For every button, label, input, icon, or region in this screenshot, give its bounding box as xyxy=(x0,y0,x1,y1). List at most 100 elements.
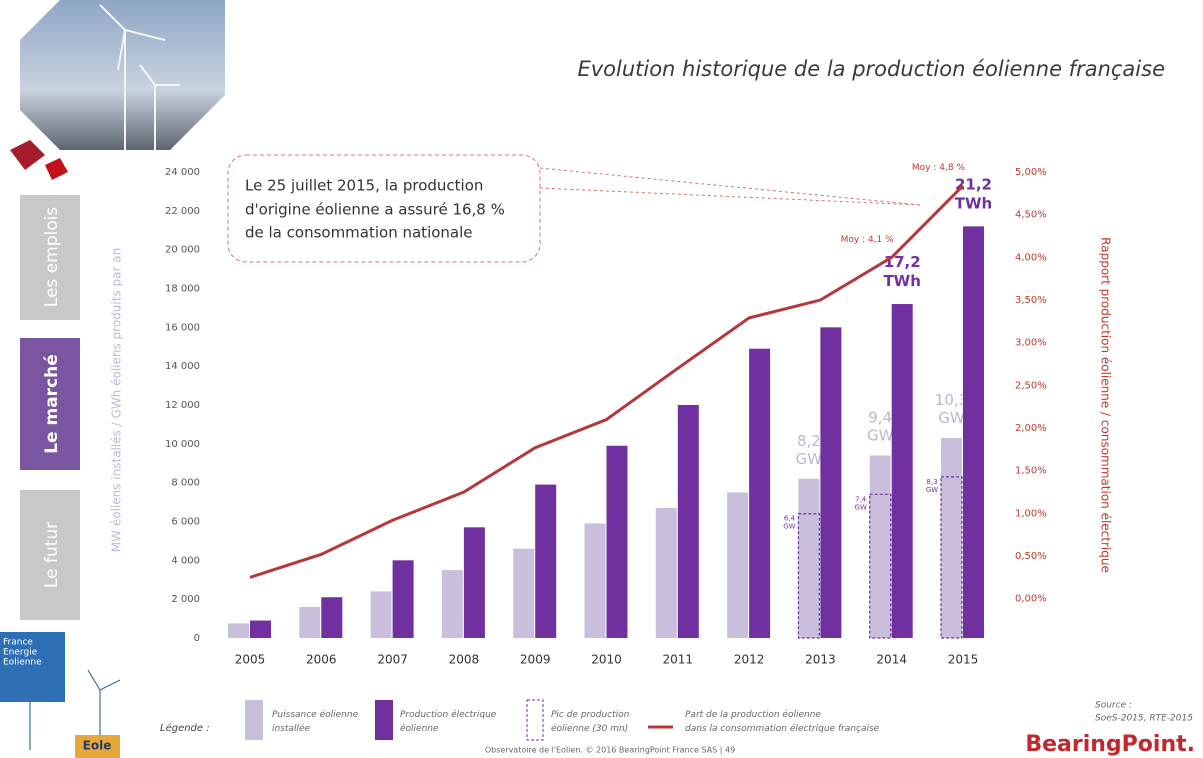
x-tick-label: 2009 xyxy=(520,653,551,667)
y-tick-label: 8 000 xyxy=(171,478,200,489)
annotation-pointer xyxy=(539,187,921,206)
bar xyxy=(535,484,557,638)
legend-label: Production électrique éolienne xyxy=(400,709,497,734)
x-tick-label: 2012 xyxy=(734,653,765,667)
y2-tick-label: 1,00% xyxy=(1015,508,1047,519)
legend-label: Pic de production éolienne (30 mn) xyxy=(551,710,630,734)
x-tick-label: 2013 xyxy=(805,653,836,667)
tab-label[interactable]: Le marché xyxy=(42,354,62,454)
deco xyxy=(45,158,68,180)
bar xyxy=(228,623,249,638)
bar xyxy=(677,405,699,638)
x-tick-label: 2011 xyxy=(663,653,694,667)
value-label: 9,4 GW xyxy=(867,408,894,444)
x-tick-label: 2014 xyxy=(876,653,907,667)
bar xyxy=(441,570,463,638)
bar xyxy=(749,348,771,638)
logo-text: France xyxy=(3,638,33,648)
tab-label[interactable]: Les emplois xyxy=(42,207,62,308)
bar xyxy=(891,304,913,638)
legend: Puissance éolienne installée Production él… xyxy=(245,699,880,741)
bar xyxy=(299,606,321,638)
y2-tick-label: 3,00% xyxy=(1015,338,1047,349)
bar xyxy=(370,591,392,638)
bar xyxy=(321,597,343,638)
annotation: de la consommation nationale xyxy=(245,224,473,242)
y-tick-label: 2 000 xyxy=(171,594,200,605)
y2-axis-title: Rapport production éolienne / consommati… xyxy=(1099,237,1113,573)
bar xyxy=(606,445,628,638)
tab-label[interactable]: Le futur xyxy=(42,522,62,588)
bar xyxy=(392,560,414,638)
logo-text: Energie xyxy=(3,648,38,658)
deco xyxy=(10,140,45,170)
legend-swatch xyxy=(375,700,393,740)
annotation-pointer xyxy=(539,167,921,206)
bar xyxy=(727,492,749,638)
annotation: d'origine éolienne a assuré 16,8 % xyxy=(245,201,505,219)
source: Source : xyxy=(1095,701,1132,711)
source: SoeS-2015, RTE-2015 xyxy=(1095,714,1193,724)
x-tick-label: 2006 xyxy=(306,653,337,667)
chart-title: Evolution historique de la production éo… xyxy=(577,57,1165,81)
turbines xyxy=(99,4,180,150)
logo-text: Eole xyxy=(83,739,112,753)
logo xyxy=(75,735,120,758)
y-tick-label: 18 000 xyxy=(165,284,200,295)
value-label: 8,2 GW xyxy=(796,431,823,467)
y-tick-label: 10 000 xyxy=(165,439,200,450)
bar xyxy=(584,523,606,638)
y-tick-label: 0 xyxy=(194,633,200,644)
peak-bar xyxy=(869,493,892,639)
bar xyxy=(798,478,820,638)
y-tick-label: 22 000 xyxy=(165,206,200,217)
bar xyxy=(941,438,962,638)
x-tick-label: 2010 xyxy=(591,653,622,667)
bar xyxy=(869,455,891,638)
legend-swatch xyxy=(245,700,263,740)
y-tick-label: 20 000 xyxy=(165,245,200,256)
y-tick-label: 14 000 xyxy=(165,361,200,372)
y-tick-label: 12 000 xyxy=(165,400,200,411)
value-label: Moy : 4,1 % xyxy=(841,235,895,245)
y2-tick-label: 0,00% xyxy=(1015,594,1047,605)
value-label: 8,3 GW xyxy=(926,478,938,494)
y-tick-label: 16 000 xyxy=(165,322,200,333)
tab[interactable] xyxy=(20,490,80,620)
y-tick-label: 4 000 xyxy=(171,555,200,566)
y2-tick-label: 2,50% xyxy=(1015,380,1047,391)
annotation-box xyxy=(227,154,541,263)
logo-text: Eolienne xyxy=(3,658,42,668)
y-axis-title: MW éoliens installés / GWh éoliens produ… xyxy=(110,248,124,552)
peak-bar xyxy=(940,476,963,639)
value-label: 7,4 GW xyxy=(855,495,867,511)
x-tick-label: 2007 xyxy=(377,653,408,667)
logo xyxy=(0,632,65,702)
footer: Observatoire de l'Eolien. © 2016 Bearing… xyxy=(485,746,735,755)
y2-tick-label: 5,00% xyxy=(1015,167,1047,178)
x-tick-label: 2005 xyxy=(235,653,266,667)
y2-tick-label: 4,00% xyxy=(1015,252,1047,263)
legend-label: Puissance éolienne installée xyxy=(272,709,359,734)
value-label: 6,4 GW xyxy=(783,515,795,531)
value-label: Moy : 4,8 % xyxy=(912,163,966,173)
y-tick-label: 6 000 xyxy=(171,517,200,528)
bar xyxy=(820,327,842,638)
tab[interactable] xyxy=(20,195,80,320)
x-tick-label: 2008 xyxy=(449,653,480,667)
y2-tick-label: 0,50% xyxy=(1015,551,1047,562)
y2-tick-label: 4,50% xyxy=(1015,210,1047,221)
annotation: Le 25 juillet 2015, la production xyxy=(245,177,483,195)
bar xyxy=(250,620,271,638)
bar xyxy=(655,507,677,638)
y2-tick-label: 2,00% xyxy=(1015,423,1047,434)
bar xyxy=(963,226,984,638)
legend-label: Part de la production éolienne dans la co… xyxy=(685,709,880,734)
bar xyxy=(513,548,535,638)
plot: 0 2 000 4 000 6 000 8 000 10 000 12 000 14 000 1… xyxy=(165,163,1047,666)
tab[interactable] xyxy=(20,338,80,470)
y-tick-label: 24 000 xyxy=(165,167,200,178)
peak-bar xyxy=(797,513,821,639)
